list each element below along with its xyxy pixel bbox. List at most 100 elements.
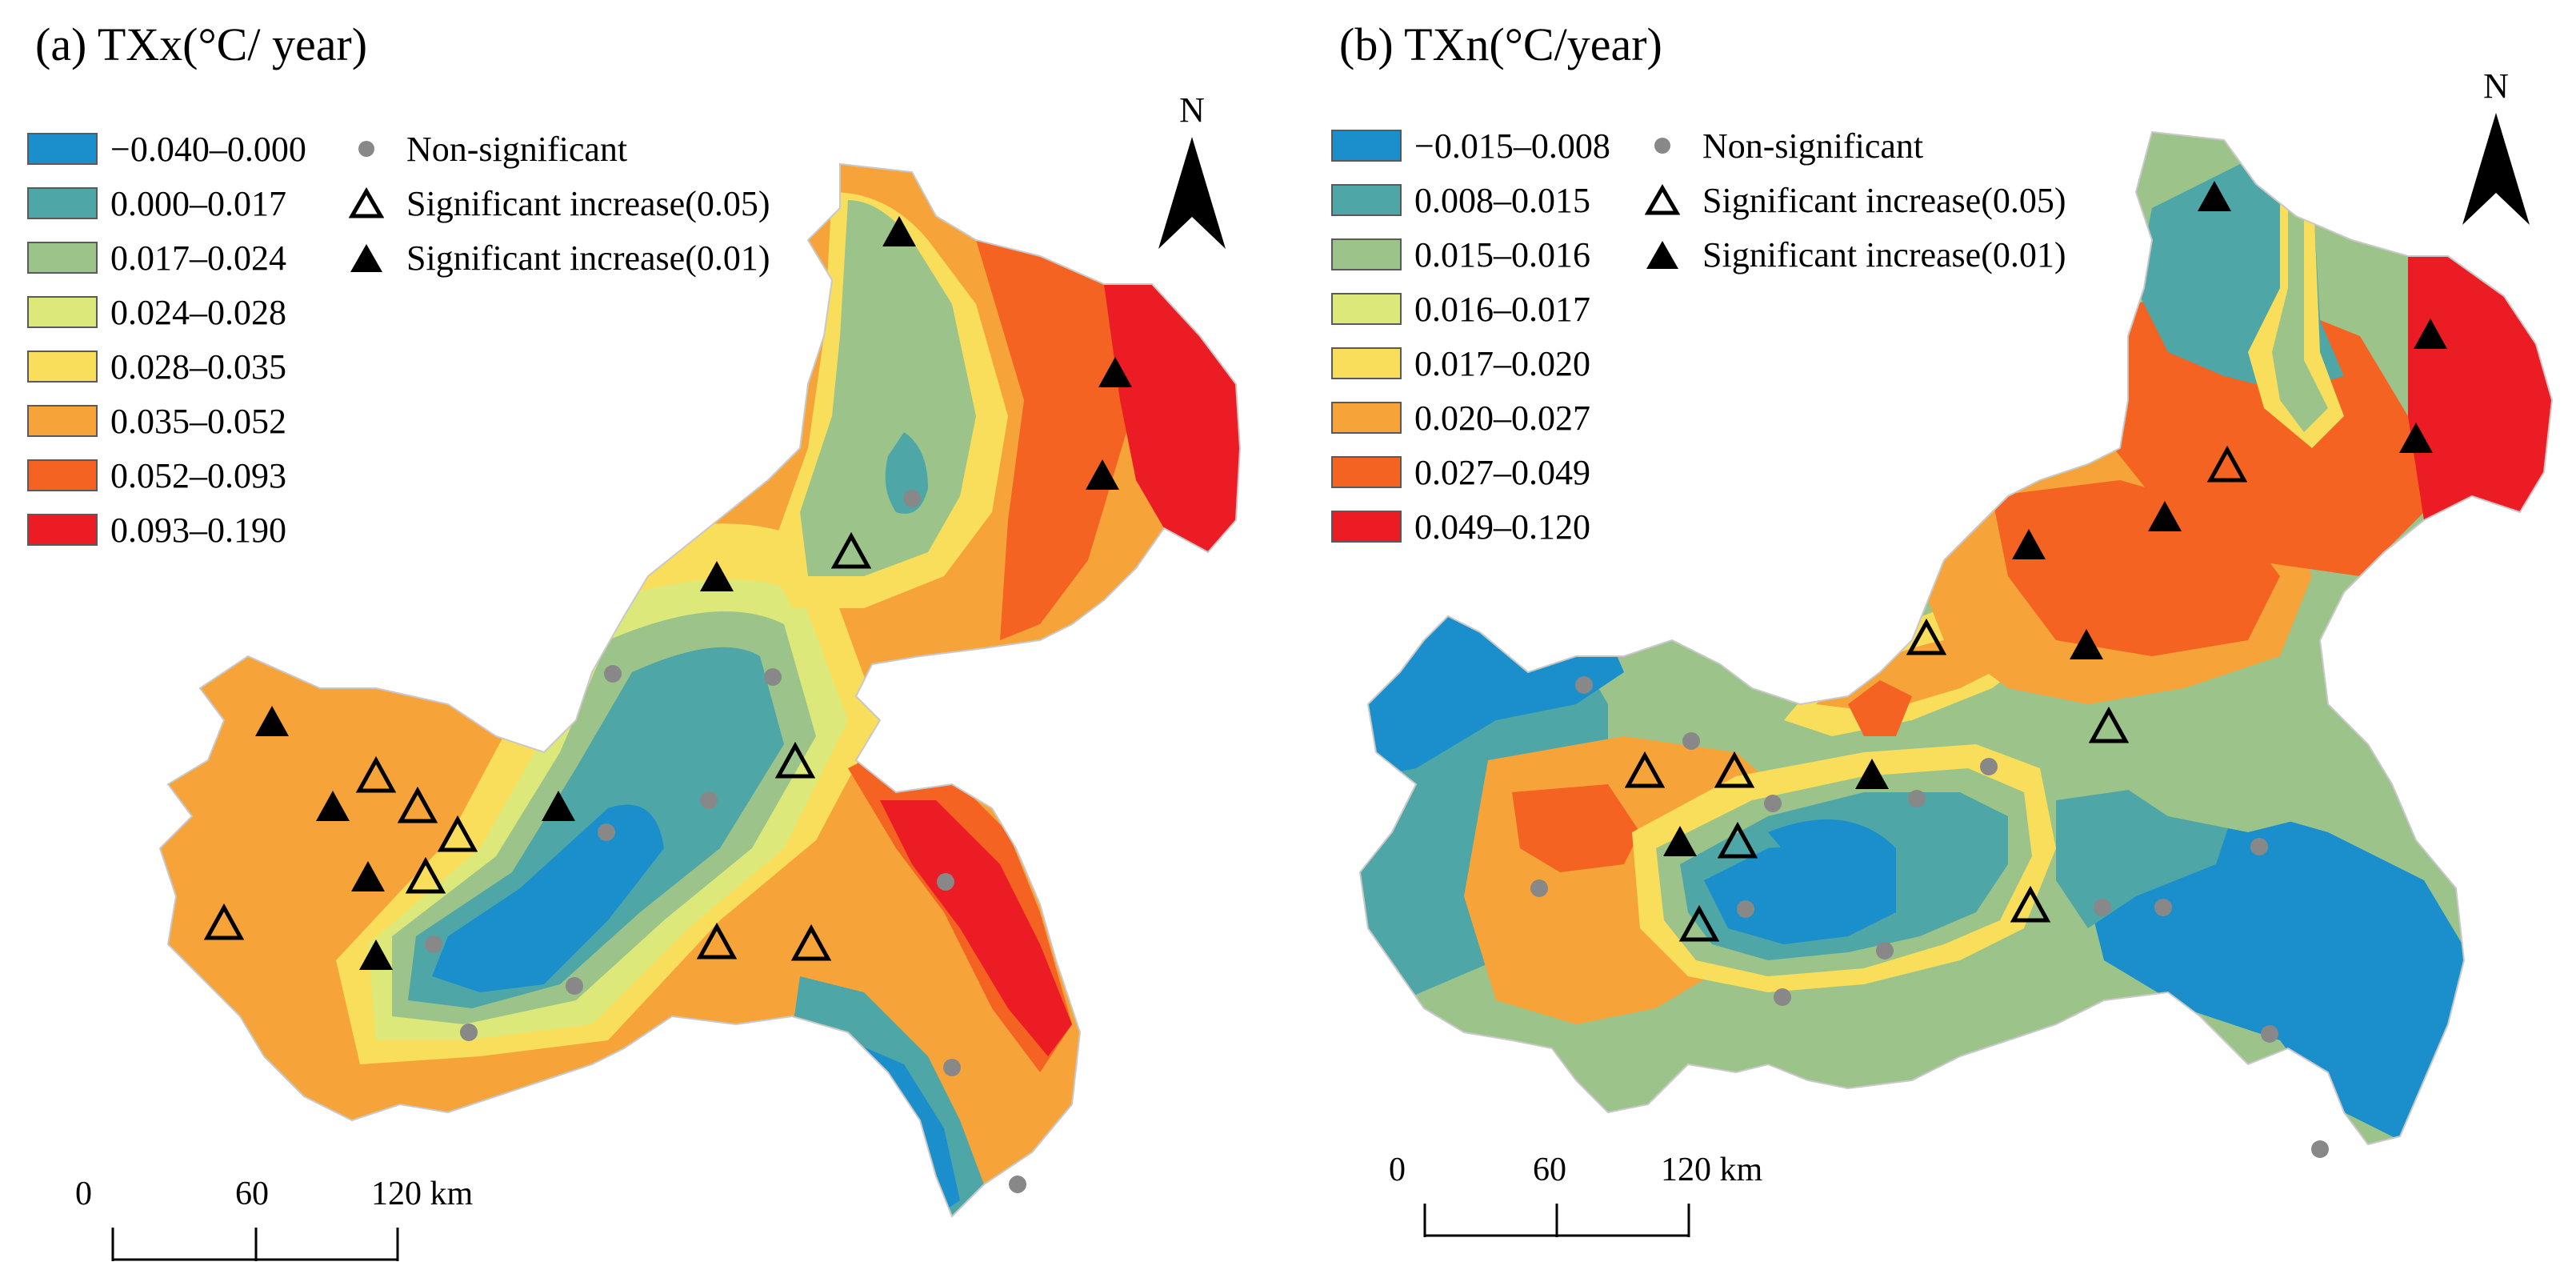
station-significant-001 bbox=[2070, 629, 2103, 659]
panel-txn: (b) TXn(°C/year) −0.015–0.008 0.008–0.01… bbox=[1288, 0, 2576, 1282]
scale-tick-label: 0 bbox=[75, 1176, 92, 1212]
grey-dot-icon bbox=[1654, 138, 1670, 154]
legend-symbol-label: Non-significant bbox=[406, 129, 628, 169]
hollow-triangle-icon bbox=[349, 187, 384, 218]
legend-symbol-nonsig: Non-significant bbox=[344, 122, 770, 176]
legend-symbol-label: Non-significant bbox=[1702, 126, 1924, 166]
north-arrow-icon bbox=[1158, 137, 1226, 249]
scale-tick-label: 60 bbox=[235, 1176, 269, 1212]
legend-class-1: −0.040–0.000 bbox=[27, 122, 306, 176]
txx-stations bbox=[203, 216, 1132, 1193]
station-nonsignificant bbox=[700, 791, 718, 809]
legend-class-label: 0.024–0.028 bbox=[110, 292, 286, 332]
station-nonsignificant bbox=[604, 665, 622, 683]
legend-class-5: 0.017–0.020 bbox=[1331, 336, 1610, 391]
significance-legend: Non-significant Significant increase(0.0… bbox=[1640, 118, 2066, 282]
station-significant-005 bbox=[2088, 706, 2130, 743]
station-significant-005 bbox=[774, 741, 816, 779]
station-significant-005 bbox=[696, 922, 738, 959]
filled-triangle-icon bbox=[350, 244, 382, 272]
station-significant-005 bbox=[2206, 445, 2248, 483]
station-nonsignificant bbox=[598, 823, 615, 841]
station-significant-005 bbox=[790, 923, 832, 961]
legend-swatch bbox=[27, 351, 98, 383]
station-nonsignificant bbox=[1009, 1176, 1026, 1193]
station-significant-001 bbox=[255, 706, 289, 736]
legend-symbol-nonsig: Non-significant bbox=[1640, 118, 2066, 173]
station-significant-001 bbox=[542, 791, 575, 821]
legend-class-label: 0.049–0.120 bbox=[1414, 507, 1590, 547]
legend-class-2: 0.008–0.015 bbox=[1331, 173, 1610, 227]
legend-swatch bbox=[1331, 347, 1402, 379]
station-significant-001 bbox=[2198, 181, 2231, 211]
legend-class-label: −0.040–0.000 bbox=[110, 129, 306, 169]
legend-symbol-label: Significant increase(0.05) bbox=[1702, 180, 2066, 220]
txn-region-outline bbox=[1358, 130, 2554, 1146]
station-nonsignificant bbox=[1764, 795, 1782, 812]
legend-class-8: 0.093–0.190 bbox=[27, 503, 306, 557]
station-significant-005 bbox=[1678, 904, 1720, 942]
station-significant-005 bbox=[1906, 618, 1947, 655]
scale-tick-label: 60 bbox=[1533, 1152, 1566, 1188]
legend-swatch bbox=[1331, 402, 1402, 434]
station-significant-005 bbox=[437, 815, 478, 852]
trend-class-legend: −0.015–0.008 0.008–0.015 0.015–0.016 0.0… bbox=[1331, 118, 1610, 554]
significance-legend: Non-significant Significant increase(0.0… bbox=[344, 122, 770, 285]
station-nonsignificant bbox=[566, 977, 583, 995]
grey-dot-icon bbox=[358, 141, 374, 157]
legend-swatch bbox=[1331, 511, 1402, 543]
legend-class-label: 0.027–0.049 bbox=[1414, 452, 1590, 492]
txn-stations bbox=[1530, 181, 2447, 1158]
station-significant-005 bbox=[397, 786, 438, 823]
station-nonsignificant bbox=[2154, 899, 2172, 916]
station-significant-005 bbox=[203, 903, 245, 940]
station-nonsignificant bbox=[943, 1059, 961, 1076]
legend-symbol-sig05: Significant increase(0.05) bbox=[344, 176, 770, 230]
station-significant-001 bbox=[1663, 826, 1697, 856]
station-significant-005 bbox=[1624, 751, 1666, 788]
station-nonsignificant bbox=[1530, 879, 1548, 897]
station-significant-005 bbox=[1717, 821, 1758, 859]
legend-swatch bbox=[1331, 184, 1402, 216]
scale-tick-label: 0 bbox=[1389, 1152, 1406, 1188]
station-nonsignificant bbox=[937, 873, 954, 891]
station-significant-001 bbox=[359, 939, 393, 970]
legend-class-label: 0.052–0.093 bbox=[110, 455, 286, 495]
station-significant-005 bbox=[405, 856, 446, 894]
station-significant-005 bbox=[355, 755, 397, 793]
station-significant-005 bbox=[830, 531, 872, 569]
legend-swatch bbox=[27, 459, 98, 491]
station-nonsignificant bbox=[1774, 988, 1791, 1006]
legend-class-8: 0.049–0.120 bbox=[1331, 499, 1610, 554]
legend-symbol-label: Significant increase(0.05) bbox=[406, 183, 770, 223]
legend-class-3: 0.015–0.016 bbox=[1331, 227, 1610, 282]
legend-class-label: 0.093–0.190 bbox=[110, 510, 286, 550]
legend-class-3: 0.017–0.024 bbox=[27, 230, 306, 285]
txn-map bbox=[1358, 130, 2554, 1158]
txx-map bbox=[158, 162, 1242, 1218]
station-nonsignificant bbox=[1908, 790, 1926, 807]
station-significant-001 bbox=[2012, 529, 2046, 559]
station-nonsignificant bbox=[1980, 758, 1998, 775]
station-significant-005 bbox=[2010, 885, 2051, 923]
station-significant-001 bbox=[1086, 459, 1119, 490]
legend-class-label: 0.035–0.052 bbox=[110, 401, 286, 441]
legend-swatch bbox=[27, 514, 98, 546]
station-significant-005 bbox=[1714, 751, 1755, 788]
legend-class-label: 0.017–0.024 bbox=[110, 238, 286, 278]
scale-tick-label: 120 km bbox=[1661, 1152, 1763, 1188]
trend-class-legend: −0.040–0.000 0.000–0.017 0.017–0.024 0.0… bbox=[27, 122, 306, 557]
station-significant-001 bbox=[882, 216, 916, 246]
station-nonsignificant bbox=[1575, 676, 1593, 694]
legend-symbol-label: Significant increase(0.01) bbox=[406, 238, 770, 278]
station-nonsignificant bbox=[2250, 838, 2268, 855]
legend-swatch bbox=[1331, 456, 1402, 488]
legend-class-6: 0.020–0.027 bbox=[1331, 391, 1610, 445]
legend-class-7: 0.027–0.049 bbox=[1331, 445, 1610, 499]
txx-region-outline bbox=[158, 162, 1242, 1218]
legend-symbol-label: Significant increase(0.01) bbox=[1702, 234, 2066, 274]
legend-class-4: 0.024–0.028 bbox=[27, 285, 306, 339]
scale-tick-label: 120 km bbox=[371, 1176, 474, 1212]
station-significant-001 bbox=[316, 791, 350, 821]
station-nonsignificant bbox=[425, 935, 442, 953]
